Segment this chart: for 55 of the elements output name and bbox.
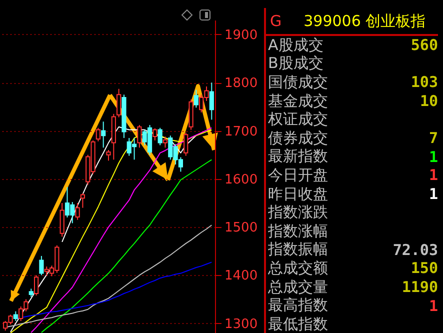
- candlestick: [34, 274, 39, 296]
- y-tick-label: 1600: [224, 172, 258, 188]
- category-label: 指数振幅: [268, 240, 328, 260]
- category-label: 债券成交: [268, 128, 328, 148]
- candlestick: [101, 121, 106, 148]
- candlestick: [96, 127, 100, 142]
- candlestick: [184, 132, 188, 156]
- text: 10: [420, 92, 438, 110]
- category-label: 国债成交: [268, 72, 328, 92]
- text: 1190: [402, 278, 438, 296]
- category-label: 昨日收盘: [268, 184, 328, 204]
- category-label: 总成交量: [268, 278, 328, 297]
- candlestick: [194, 89, 198, 108]
- candlestick: [75, 202, 80, 220]
- y-tick-label: 1900: [224, 28, 258, 43]
- category-label: 权证成交: [268, 110, 328, 130]
- candlestick: [60, 202, 64, 238]
- category-label: B股成交: [268, 54, 324, 74]
- candlestick: [137, 124, 142, 148]
- candlestick: [106, 150, 111, 162]
- category-label: 今日开盘: [268, 166, 328, 185]
- candlestick: [80, 192, 86, 208]
- text: 1: [428, 166, 438, 184]
- y-tick-label: 1500: [224, 220, 258, 236]
- candlestick: [209, 82, 214, 120]
- category-label: 最低指数: [268, 314, 328, 333]
- category-label: 总成交额: [268, 258, 328, 278]
- y-tick-label: 1800: [224, 76, 258, 92]
- category-label: 基金成交: [268, 92, 328, 111]
- category-label: A股成交: [268, 36, 324, 55]
- line-series: [4, 224, 212, 328]
- category-label: 指数涨跌: [268, 203, 328, 222]
- y-tick-label: 1700: [224, 124, 258, 140]
- text: 72.03: [392, 240, 438, 259]
- category-label: 最高指数: [268, 296, 328, 316]
- text: 103: [410, 73, 438, 92]
- candlestick: [116, 88, 122, 118]
- candlestick: [162, 136, 168, 148]
- category-label: 最新指数: [268, 147, 328, 166]
- candlestick: [13, 310, 18, 322]
- text: 1: [428, 296, 438, 315]
- text: G: [270, 12, 282, 30]
- text: 7: [428, 129, 438, 148]
- candlestick: [39, 255, 44, 276]
- line-series: [40, 159, 212, 333]
- text: 560: [410, 36, 438, 54]
- text: 399006 创业板指: [304, 12, 426, 30]
- y-tick-label: 1300: [224, 316, 258, 332]
- text: 1: [428, 148, 438, 166]
- text: 150: [410, 259, 438, 278]
- candlestick: [158, 127, 162, 146]
- text: 1: [428, 185, 438, 204]
- y-tick-label: 1400: [224, 268, 258, 284]
- candlestick: [152, 128, 158, 141]
- category-label: 指数涨幅: [268, 222, 328, 241]
